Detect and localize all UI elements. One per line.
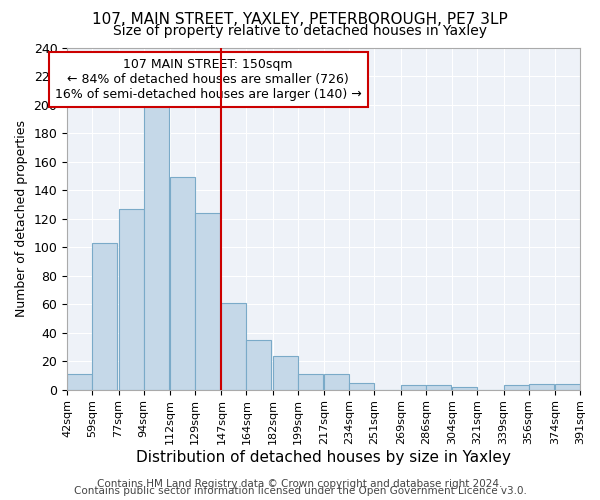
Bar	[92, 243, 117, 390]
Bar	[273, 356, 298, 390]
Bar	[247, 340, 271, 390]
Y-axis label: Number of detached properties: Number of detached properties	[15, 120, 28, 317]
Bar	[325, 374, 349, 390]
Bar	[452, 387, 477, 390]
Bar	[529, 384, 554, 390]
Bar	[401, 386, 426, 390]
Text: 107, MAIN STREET, YAXLEY, PETERBOROUGH, PE7 3LP: 107, MAIN STREET, YAXLEY, PETERBOROUGH, …	[92, 12, 508, 28]
Text: Contains public sector information licensed under the Open Government Licence v3: Contains public sector information licen…	[74, 486, 526, 496]
Bar	[170, 178, 195, 390]
Bar	[555, 384, 580, 390]
Bar	[143, 106, 169, 390]
Bar	[298, 374, 323, 390]
Text: Size of property relative to detached houses in Yaxley: Size of property relative to detached ho…	[113, 24, 487, 38]
Bar	[503, 386, 529, 390]
Bar	[349, 382, 374, 390]
Text: Contains HM Land Registry data © Crown copyright and database right 2024.: Contains HM Land Registry data © Crown c…	[97, 479, 503, 489]
Bar	[221, 302, 247, 390]
X-axis label: Distribution of detached houses by size in Yaxley: Distribution of detached houses by size …	[136, 450, 511, 465]
Bar	[426, 386, 451, 390]
Text: 107 MAIN STREET: 150sqm
← 84% of detached houses are smaller (726)
16% of semi-d: 107 MAIN STREET: 150sqm ← 84% of detache…	[55, 58, 362, 101]
Bar	[67, 374, 92, 390]
Bar	[195, 213, 220, 390]
Bar	[119, 208, 143, 390]
